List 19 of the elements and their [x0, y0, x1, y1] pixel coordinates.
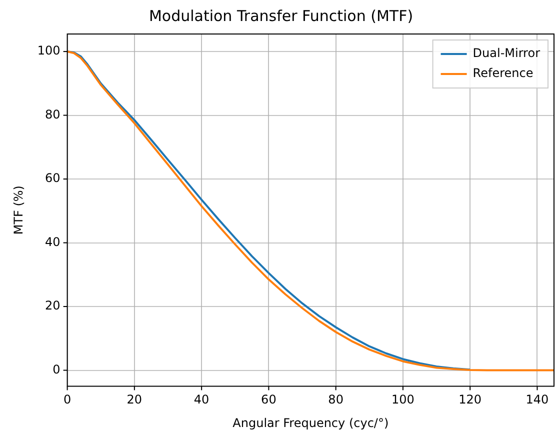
x-tick-label: 120: [458, 392, 482, 407]
y-tick-label: 60: [45, 171, 60, 186]
x-axis-title: Angular Frequency (cyc/°): [232, 416, 389, 430]
x-tick-label: 20: [126, 392, 142, 407]
x-tick-label: 40: [194, 392, 210, 407]
y-tick-label: 20: [45, 298, 60, 313]
legend-label: Dual-Mirror: [472, 46, 540, 60]
y-axis-title: MTF (%): [11, 186, 26, 235]
x-tick-label: 100: [392, 392, 414, 407]
legend-label: Reference: [472, 66, 534, 80]
x-tick-label: 140: [526, 392, 549, 407]
x-tick-label: 80: [328, 392, 344, 407]
x-tick-label: 60: [261, 392, 276, 407]
y-tick-label: 100: [37, 44, 60, 58]
y-tick-label: 40: [45, 234, 60, 249]
y-tick-label: 0: [52, 362, 60, 376]
chart-title: Modulation Transfer Function (MTF): [148, 6, 414, 25]
y-tick-label: 80: [45, 107, 60, 122]
x-tick-label: 0: [63, 392, 72, 407]
